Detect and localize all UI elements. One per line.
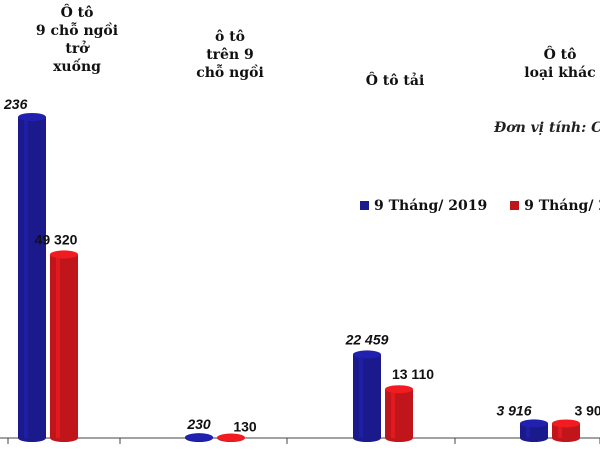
bar-top — [385, 385, 413, 394]
bar-top — [552, 419, 580, 428]
data-label-2019-4: 3 916 — [496, 402, 531, 418]
legend-item-2020: 9 Tháng/ 20 — [510, 198, 600, 214]
legend-item-2019: 9 Tháng/ 2019 — [360, 198, 487, 214]
category-label-3: Ô tô tải — [365, 73, 425, 89]
data-label-2020-3: 13 110 — [392, 366, 434, 382]
unit-label: Đơn vị tính: C — [494, 120, 600, 136]
legend-swatch-2019 — [360, 201, 369, 210]
bar-top — [18, 113, 46, 121]
bar-2020-1 — [50, 250, 78, 442]
bar-top — [50, 250, 78, 259]
bar-2020-4 — [552, 419, 580, 442]
bar-2019-2 — [185, 433, 213, 442]
bar-highlight — [359, 354, 363, 438]
bar-body — [18, 117, 46, 442]
bar-highlight — [56, 254, 60, 438]
data-label-2020-4: 3 905 — [574, 402, 600, 418]
bar-highlight — [391, 389, 395, 438]
bar-2020-2 — [217, 433, 245, 442]
category-label-4: Ô tô loại khác — [524, 47, 596, 81]
bar-top — [353, 350, 381, 359]
legend-label-2019: 9 Tháng/ 2019 — [374, 198, 488, 214]
bar-top — [185, 433, 213, 442]
bar-top — [520, 419, 548, 428]
bar-body — [385, 389, 413, 442]
bar-highlight — [558, 423, 562, 438]
legend-swatch-2020 — [510, 201, 520, 210]
bar-2020-3 — [385, 385, 413, 442]
data-label-2019-3: 22 459 — [345, 331, 389, 347]
bar-2019-4 — [520, 419, 548, 442]
bar-2019-1 — [18, 113, 46, 442]
bar-highlight — [526, 423, 530, 438]
data-label-2019-1: 236 — [3, 96, 28, 112]
bar-body — [353, 354, 381, 442]
bar-body — [50, 254, 78, 442]
data-label-2020-2: 130 — [233, 419, 257, 435]
bar-2019-3 — [353, 350, 381, 442]
legend-label-2020: 9 Tháng/ 20 — [524, 198, 600, 214]
bar-highlight — [24, 117, 28, 438]
legend: 9 Tháng/ 2019 9 Tháng/ 20 — [360, 198, 600, 214]
data-label-2019-2: 230 — [186, 416, 211, 432]
data-label-2020-1: 49 320 — [35, 231, 78, 247]
category-label-2: ô tô trên 9 chỗ ngồi — [196, 29, 264, 81]
category-label-1: Ô tô 9 chỗ ngồi trở xuống — [35, 5, 119, 75]
bar-top — [217, 433, 245, 442]
